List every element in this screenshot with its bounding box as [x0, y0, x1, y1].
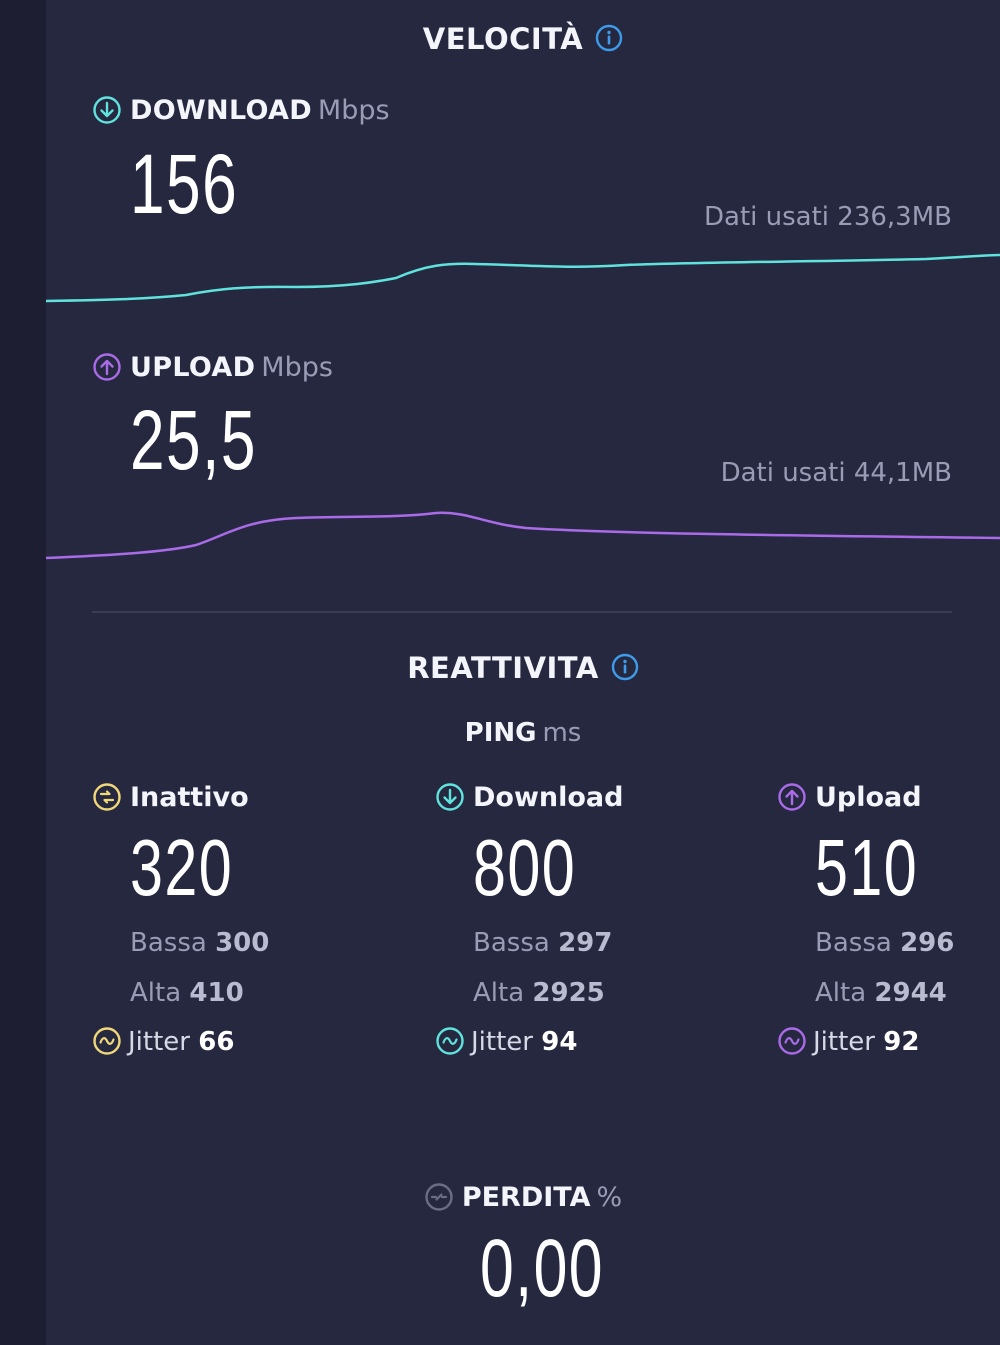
- ping-upload-low-label: Bassa: [815, 928, 892, 958]
- ping-idle-jitter: Jitter 66: [92, 1026, 234, 1063]
- upload-unit: Mbps: [261, 352, 333, 383]
- download-data-used: Dati usati 236,3MB: [704, 202, 952, 232]
- ping-upload-low: Bassa 296: [815, 928, 954, 958]
- ping-idle-value: 320: [130, 823, 234, 912]
- upload-arrow-icon: [92, 352, 122, 389]
- ping-upload-jitter-label: Jitter: [813, 1027, 875, 1057]
- ping-idle-column: Inattivo 320 Bassa 300 Alta 410 Jitter 6…: [92, 782, 392, 1082]
- speed-title: VELOCITÀ: [422, 22, 584, 56]
- ping-download-jitter-value: 94: [541, 1027, 578, 1057]
- responsiveness-info-icon[interactable]: [611, 653, 639, 688]
- download-header: DOWNLOAD Mbps: [92, 95, 390, 132]
- ping-idle-high-label: Alta: [130, 978, 182, 1008]
- speed-info-icon[interactable]: [595, 24, 623, 59]
- ping-idle-high: Alta 410: [130, 978, 244, 1008]
- download-label: DOWNLOAD: [130, 95, 312, 126]
- ping-idle-high-value: 410: [189, 978, 244, 1008]
- ping-download-low-value: 297: [558, 928, 613, 958]
- ping-download-value: 800: [473, 823, 577, 912]
- ping-upload-jitter: Jitter 92: [777, 1026, 919, 1063]
- ping-idle-header: Inattivo: [92, 782, 249, 819]
- responsiveness-title: REATTIVITA: [407, 651, 599, 685]
- ping-upload-high-label: Alta: [815, 978, 867, 1008]
- left-edge-strip: [0, 0, 46, 1345]
- ping-label: PING: [464, 718, 537, 748]
- packet-loss-icon: [424, 1182, 454, 1219]
- ping-idle-low-label: Bassa: [130, 928, 207, 958]
- ping-idle-label: Inattivo: [130, 782, 249, 813]
- ping-idle-jitter-label: Jitter: [128, 1027, 190, 1057]
- responsiveness-section-title: REATTIVITA: [46, 651, 1000, 688]
- ping-download-jitter-label: Jitter: [471, 1027, 533, 1057]
- packet-loss-unit: %: [596, 1182, 623, 1213]
- ping-download-label: Download: [473, 782, 624, 813]
- ping-download-high-label: Alta: [473, 978, 525, 1008]
- ping-unit: ms: [542, 718, 582, 748]
- ping-idle-low: Bassa 300: [130, 928, 269, 958]
- ping-upload-header: Upload: [777, 782, 922, 819]
- upload-speed-graph: [46, 511, 1000, 560]
- ping-download-high: Alta 2925: [473, 978, 605, 1008]
- jitter-icon: [92, 1026, 122, 1063]
- speed-section-title: VELOCITÀ: [46, 22, 1000, 59]
- packet-loss-label: PERDITA: [461, 1182, 591, 1213]
- upload-label: UPLOAD: [130, 352, 256, 383]
- ping-upload-high-value: 2944: [874, 978, 947, 1008]
- upload-speed-value: 25,5: [130, 393, 257, 487]
- download-speed-graph: [46, 253, 1000, 303]
- ping-upload-column: Upload 510 Bassa 296 Alta 2944 Jitter 92: [777, 782, 997, 1082]
- packet-loss-value: 0,00: [480, 1223, 605, 1314]
- ping-title: PING ms: [46, 718, 1000, 748]
- jitter-icon: [777, 1026, 807, 1063]
- jitter-icon: [435, 1026, 465, 1063]
- upload-data-used: Dati usati 44,1MB: [720, 458, 952, 488]
- ping-download-low: Bassa 297: [473, 928, 612, 958]
- ping-download-header: Download: [435, 782, 623, 819]
- ping-download-jitter: Jitter 94: [435, 1026, 577, 1063]
- download-arrow-icon: [435, 782, 465, 819]
- upload-header: UPLOAD Mbps: [92, 352, 333, 389]
- results-panel: VELOCITÀ DOWNLOAD Mbps 156 Dati usati 236…: [46, 0, 1000, 1345]
- download-speed-value: 156: [130, 137, 239, 231]
- ping-upload-low-value: 296: [900, 928, 955, 958]
- section-divider: [92, 611, 952, 613]
- download-arrow-icon: [92, 95, 122, 132]
- idle-icon: [92, 782, 122, 819]
- ping-idle-low-value: 300: [215, 928, 270, 958]
- download-unit: Mbps: [317, 95, 390, 126]
- ping-upload-high: Alta 2944: [815, 978, 947, 1008]
- packet-loss-header: PERDITA%: [46, 1182, 1000, 1219]
- ping-download-high-value: 2925: [532, 978, 605, 1008]
- ping-download-low-label: Bassa: [473, 928, 550, 958]
- ping-upload-jitter-value: 92: [883, 1027, 920, 1057]
- ping-upload-label: Upload: [815, 782, 922, 813]
- ping-idle-jitter-value: 66: [198, 1027, 235, 1057]
- ping-upload-value: 510: [815, 823, 919, 912]
- upload-arrow-icon: [777, 782, 807, 819]
- ping-download-column: Download 800 Bassa 297 Alta 2925 Jitter …: [435, 782, 735, 1082]
